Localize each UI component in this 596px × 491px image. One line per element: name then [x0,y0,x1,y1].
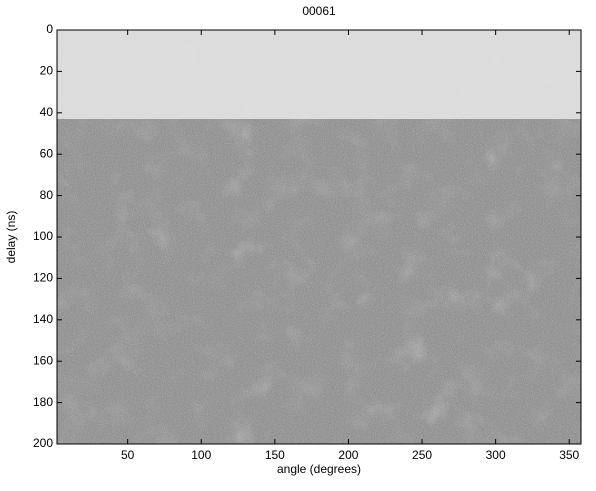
y-tick-label: 120 [33,271,53,285]
y-tick-label: 200 [33,436,53,450]
x-axis-label: angle (degrees) [277,462,361,476]
x-tick-label: 250 [412,448,432,462]
x-tick-label: 350 [559,448,579,462]
image-layer [56,29,582,445]
y-tick-label: 60 [40,146,54,160]
y-tick-label: 140 [33,312,53,326]
y-tick-label: 160 [33,353,53,367]
x-tick-label: 100 [191,448,211,462]
y-axis-label: delay (ns) [4,211,18,264]
y-tick-label: 0 [46,22,53,36]
chart-title: 00061 [302,4,336,18]
x-tick-label: 200 [338,448,358,462]
x-tick-label: 150 [265,448,285,462]
y-tick-label: 80 [40,188,54,202]
y-tick-label: 40 [40,105,54,119]
y-tick-label: 180 [33,395,53,409]
x-tick-label: 50 [121,448,135,462]
y-tick-label: 20 [40,64,54,78]
x-tick-label: 300 [486,448,506,462]
y-tick-label: 100 [33,229,53,243]
